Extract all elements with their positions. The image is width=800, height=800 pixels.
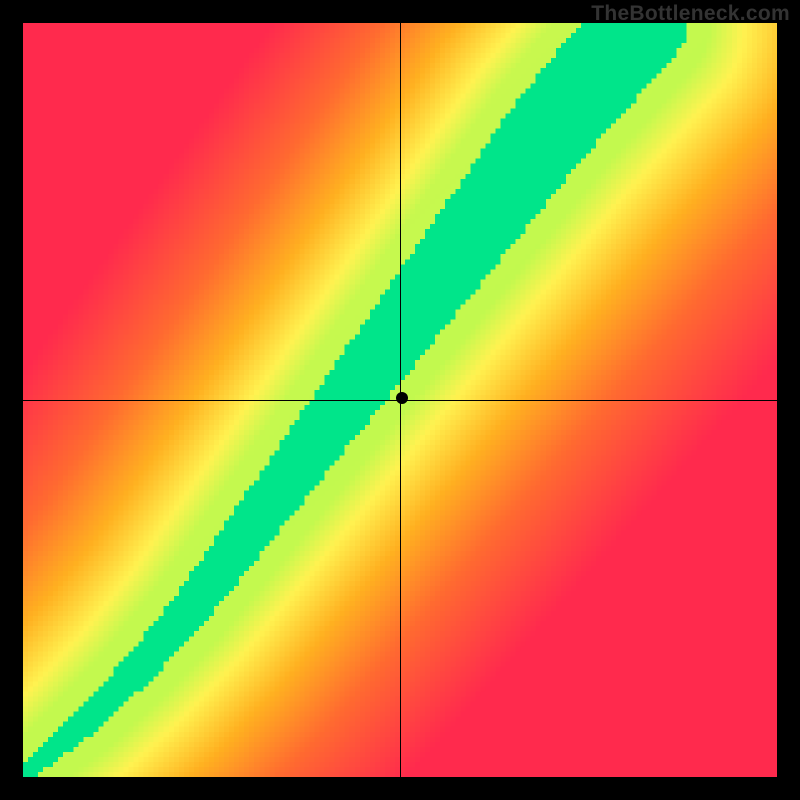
chart-outer-frame: TheBottleneck.com xyxy=(0,0,800,800)
watermark-text: TheBottleneck.com xyxy=(591,2,790,26)
crosshair-marker-dot xyxy=(396,392,408,404)
heatmap-plot-area xyxy=(23,23,777,777)
